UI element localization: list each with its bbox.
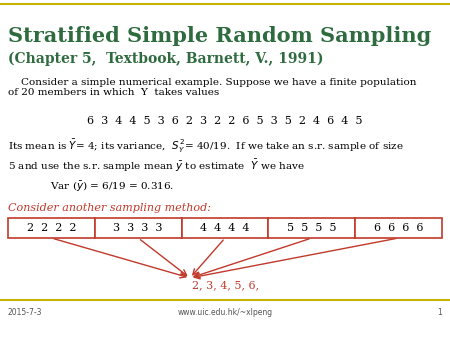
Text: Var ($\bar{y}$) = 6/19 = 0.316.: Var ($\bar{y}$) = 6/19 = 0.316. bbox=[50, 180, 174, 194]
Text: 2  2  2  2: 2 2 2 2 bbox=[27, 223, 76, 233]
Text: 2015-7-3: 2015-7-3 bbox=[8, 308, 42, 317]
Text: 3  3  3  3: 3 3 3 3 bbox=[113, 223, 163, 233]
Text: Stratified Simple Random Sampling: Stratified Simple Random Sampling bbox=[8, 26, 431, 46]
Text: 2, 3, 4, 5, 6,: 2, 3, 4, 5, 6, bbox=[192, 280, 259, 290]
Text: (Chapter 5,  Textbook, Barnett, V., 1991): (Chapter 5, Textbook, Barnett, V., 1991) bbox=[8, 52, 324, 66]
Text: Consider another sampling method:: Consider another sampling method: bbox=[8, 203, 211, 213]
Text: 1: 1 bbox=[437, 308, 442, 317]
Bar bbox=[268, 218, 355, 238]
Bar bbox=[182, 218, 268, 238]
Text: 5  5  5  5: 5 5 5 5 bbox=[287, 223, 337, 233]
Bar bbox=[355, 218, 442, 238]
Text: 6  3  4  4  5  3  6  2  3  2  2  6  5  3  5  2  4  6  4  5: 6 3 4 4 5 3 6 2 3 2 2 6 5 3 5 2 4 6 4 5 bbox=[87, 116, 363, 126]
Bar bbox=[8, 218, 95, 238]
Text: Consider a simple numerical example. Suppose we have a finite population
of 20 m: Consider a simple numerical example. Sup… bbox=[8, 78, 417, 97]
Text: 4  4  4  4: 4 4 4 4 bbox=[200, 223, 250, 233]
Text: 5 and use the s.r. sample mean $\bar{y}$ to estimate  $\bar{Y}$ we have: 5 and use the s.r. sample mean $\bar{y}$… bbox=[8, 158, 305, 174]
Text: 6  6  6  6: 6 6 6 6 bbox=[374, 223, 423, 233]
Bar bbox=[95, 218, 182, 238]
Text: www.uic.edu.hk/~xlpeng: www.uic.edu.hk/~xlpeng bbox=[177, 308, 273, 317]
Text: Its mean is $\bar{Y}$= 4; its variance,  $S^2_Y$= 40/19.  If we take an s.r. sam: Its mean is $\bar{Y}$= 4; its variance, … bbox=[8, 138, 404, 155]
